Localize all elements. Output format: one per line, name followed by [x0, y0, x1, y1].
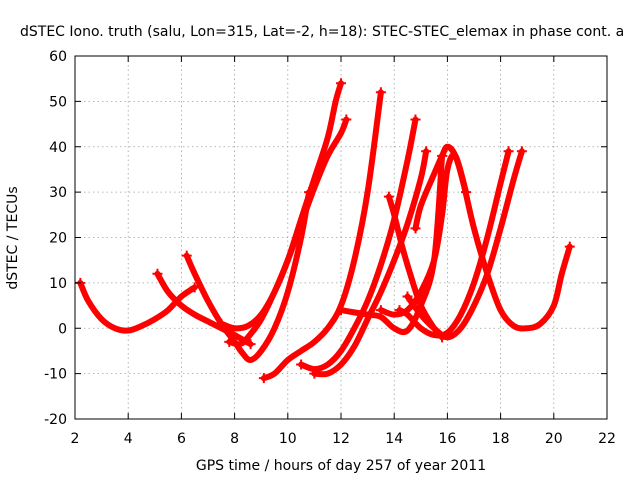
x-tick-label: 2: [71, 431, 80, 447]
data-point: [564, 241, 575, 252]
x-tick-label: 20: [545, 431, 563, 447]
series-6: [258, 87, 386, 384]
data-point: [375, 305, 386, 316]
series-13: [410, 143, 575, 332]
series-2: [152, 268, 256, 350]
data-point: [152, 268, 163, 279]
y-tick-label: 0: [58, 321, 67, 337]
data-point: [341, 114, 352, 125]
y-tick-label: 10: [49, 276, 67, 292]
series-line: [412, 143, 573, 332]
series-line: [311, 148, 430, 378]
data-series: [75, 78, 575, 384]
series-4: [216, 78, 346, 332]
data-point: [503, 146, 514, 157]
series-14: [375, 151, 472, 318]
series-5: [224, 114, 352, 348]
y-tick-label: 20: [49, 231, 67, 247]
axis-ticks: 2 4 6 8 10 12 14 16 18 20 22 -20 -10 0 10 20 30 40 50 60: [44, 49, 616, 447]
data-point: [336, 78, 346, 89]
series-8: [309, 146, 432, 379]
x-tick-label: 12: [332, 431, 350, 447]
data-point: [258, 373, 269, 384]
series-line: [77, 279, 198, 334]
data-point: [402, 291, 413, 302]
x-tick-label: 16: [438, 431, 456, 447]
x-tick-label: 22: [598, 431, 616, 447]
y-tick-label: 60: [49, 49, 67, 65]
x-tick-label: 6: [177, 431, 186, 447]
y-axis-label: dSTEC / TECUs: [5, 186, 21, 289]
series-line: [260, 89, 384, 382]
grid: [75, 56, 607, 419]
x-tick-label: 14: [385, 431, 403, 447]
data-point: [421, 146, 432, 157]
y-tick-label: 40: [49, 140, 67, 156]
x-tick-label: 8: [230, 431, 239, 447]
data-point: [296, 359, 307, 370]
data-point: [375, 87, 386, 98]
data-point: [336, 305, 346, 316]
series-line: [226, 116, 350, 348]
y-tick-label: 50: [49, 94, 67, 110]
data-point: [224, 336, 235, 347]
series-line: [154, 270, 254, 348]
data-point: [410, 223, 421, 234]
y-tick-label: 30: [49, 185, 67, 201]
series-line: [377, 151, 470, 318]
series-line: [218, 80, 344, 332]
data-point: [245, 339, 256, 350]
x-tick-label: 10: [279, 431, 297, 447]
data-point: [383, 191, 394, 202]
chart-title: dSTEC Iono. truth (salu, Lon=315, Lat=-2…: [20, 24, 624, 40]
x-tick-label: 4: [124, 431, 133, 447]
y-tick-label: -10: [44, 367, 67, 383]
data-point: [216, 318, 227, 329]
y-tick-label: -20: [44, 412, 67, 428]
x-axis-label: GPS time / hours of day 257 of year 2011: [196, 458, 486, 474]
x-tick-label: 18: [492, 431, 510, 447]
data-point: [181, 250, 192, 261]
data-point: [461, 187, 472, 198]
series-12: [402, 146, 527, 341]
data-point: [309, 368, 320, 379]
data-point: [516, 146, 527, 157]
series-line: [183, 189, 313, 364]
data-point: [410, 114, 421, 125]
series-line: [404, 148, 525, 341]
series-line: [396, 148, 512, 339]
